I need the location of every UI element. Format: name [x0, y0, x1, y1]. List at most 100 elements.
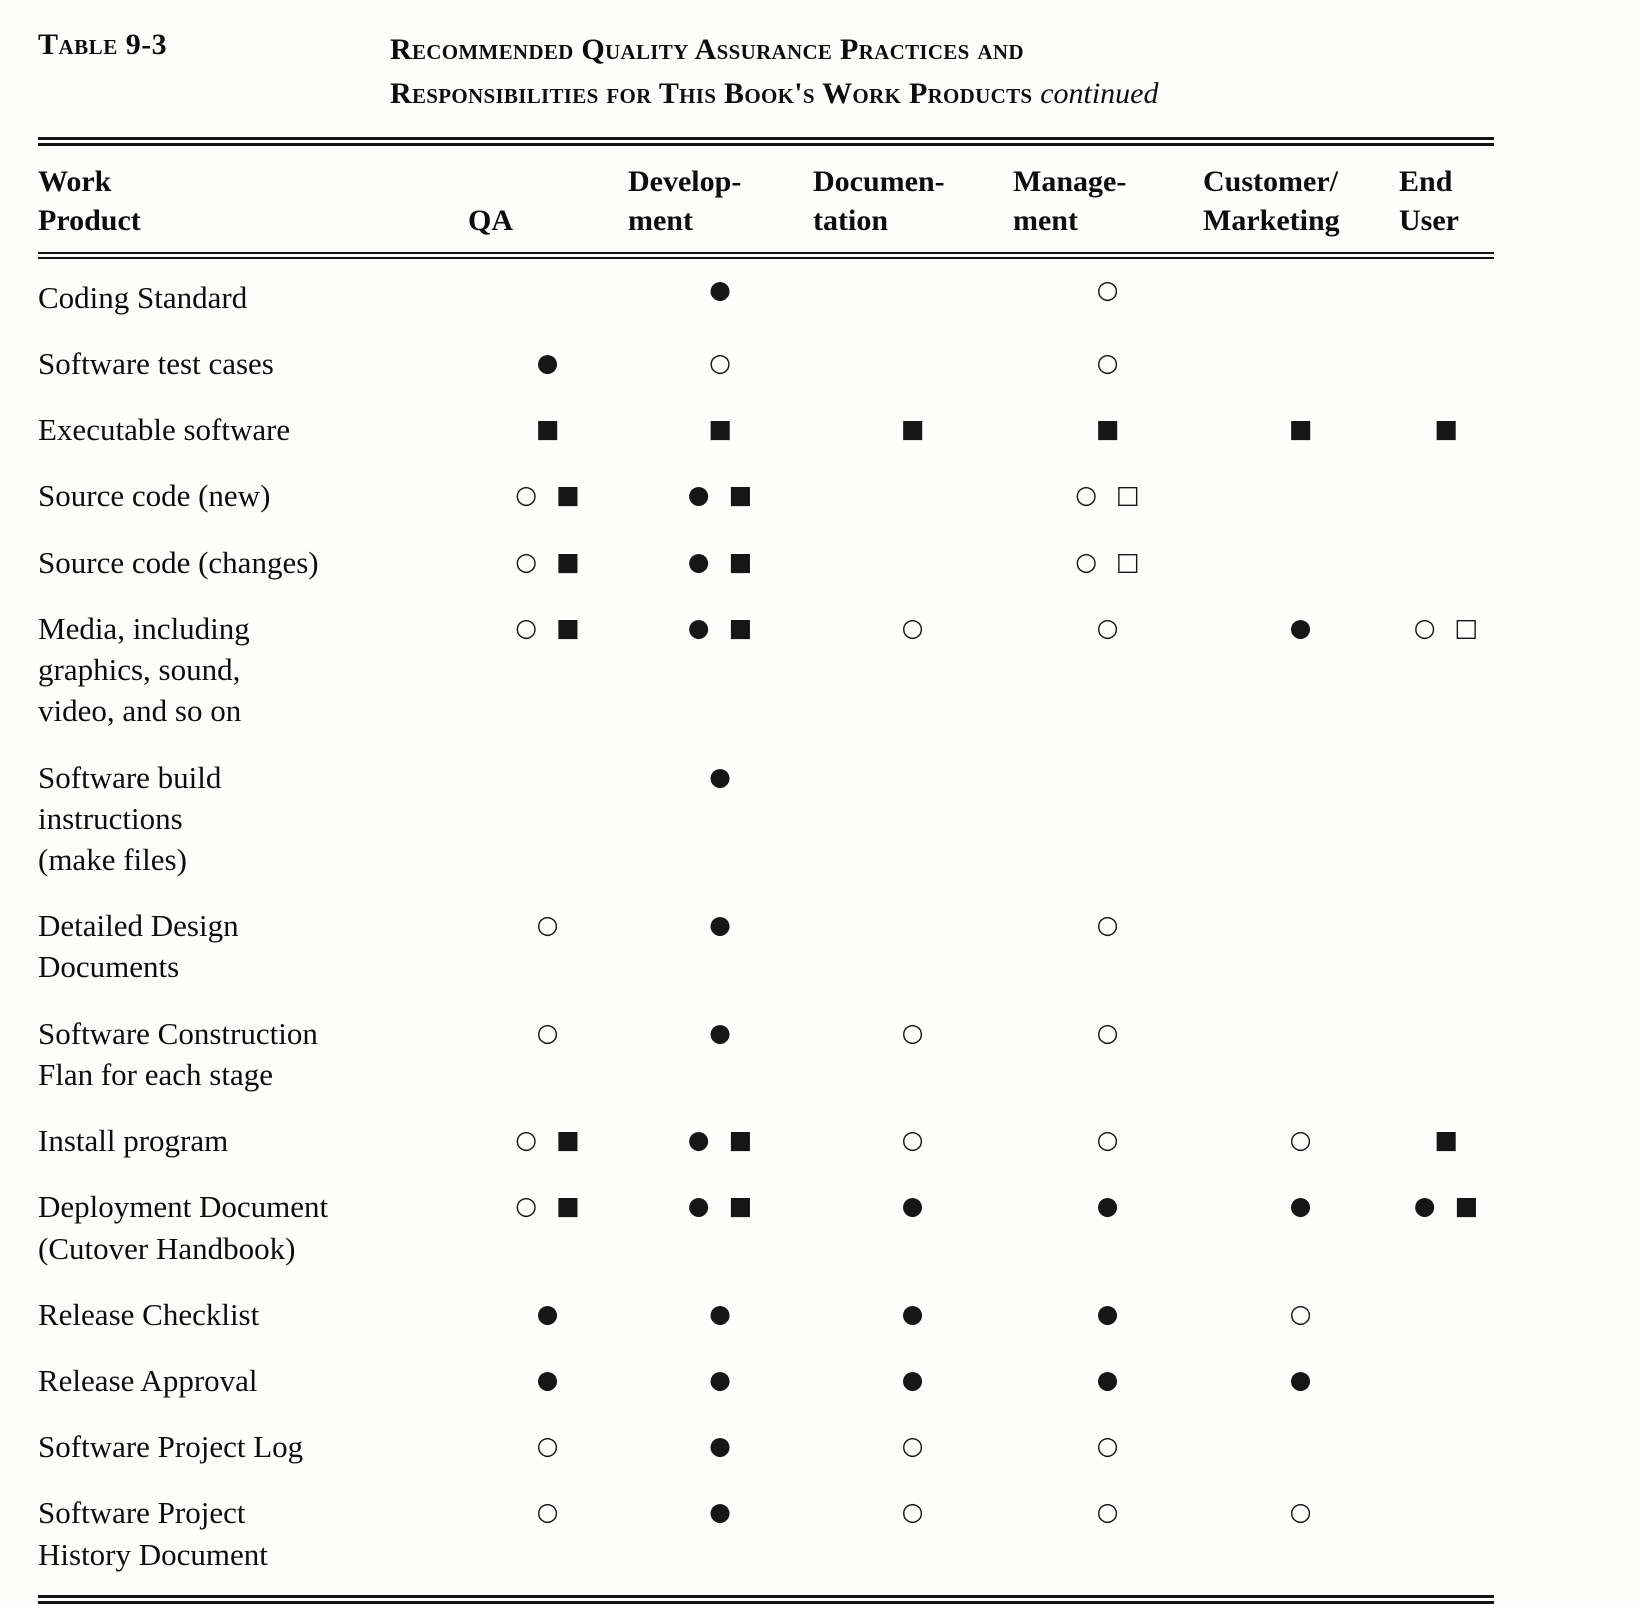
cell-management: ○	[1096, 348, 1120, 377]
cell-qa: ○	[536, 1431, 560, 1461]
cell-development: ● ■	[687, 546, 754, 576]
cell-management: ○ □	[1075, 546, 1141, 576]
work-product-cell: Software Project History Document	[38, 1495, 268, 1572]
cell-development: ●	[709, 761, 732, 791]
cell-documentation	[813, 744, 1013, 893]
cell-qa: ○	[536, 910, 560, 940]
col-header-customer-marketing: Customer/ Marketing	[1203, 141, 1399, 259]
work-product-cell: Install program	[38, 1123, 229, 1159]
cell-end-user	[1399, 744, 1494, 893]
col-header-documentation: Documen- tation	[813, 141, 1013, 259]
cell-management: ●	[1096, 1298, 1120, 1328]
cell-documentation	[813, 330, 1013, 396]
cell-qa	[468, 255, 628, 330]
cell-end-user	[1399, 529, 1494, 595]
cell-customer-marketing: ○	[1289, 1497, 1313, 1527]
table-title: Recommended Quality Assurance Practices …	[390, 28, 1159, 117]
cell-end-user	[1399, 1281, 1494, 1347]
cell-end-user: ■	[1434, 1125, 1459, 1155]
cell-qa: ○	[536, 1497, 560, 1527]
table-row: Deployment Document (Cutover Handbook) ○…	[38, 1173, 1494, 1280]
cell-customer-marketing: ●	[1289, 1191, 1313, 1221]
qa-responsibilities-table: Work Product QA Develop- ment Documen- t…	[38, 136, 1494, 1604]
cell-qa: ●	[536, 1298, 560, 1328]
cell-documentation: ●	[901, 1364, 925, 1394]
cell-end-user: ● ■	[1413, 1191, 1480, 1221]
cell-customer-marketing: ●	[1289, 1364, 1313, 1394]
work-product-cell: Executable software	[38, 412, 291, 448]
table-row: Source code (new) ○ ■ ● ■ ○ □	[38, 462, 1494, 528]
cell-management: ○	[1096, 274, 1120, 304]
cell-qa: ○ ■	[515, 1125, 581, 1155]
cell-qa: ●	[536, 348, 560, 377]
cell-development: ■	[708, 414, 733, 444]
table-row: Software Project History Document ○ ● ○ …	[38, 1479, 1494, 1599]
cell-management: ○	[1096, 1497, 1120, 1527]
work-product-cell: Source code (new)	[38, 478, 271, 514]
cell-qa: ○ ■	[515, 1191, 581, 1221]
cell-customer-marketing: ●	[1289, 612, 1313, 642]
cell-development: ●	[709, 1497, 732, 1527]
cell-development: ● ■	[687, 480, 754, 510]
table-row: Install program ○ ■ ● ■ ○ ○ ○ ■	[38, 1107, 1494, 1173]
table-row: Software Construction Flan for each stag…	[38, 1000, 1494, 1107]
cell-qa: ■	[535, 414, 561, 444]
cell-customer-marketing	[1203, 744, 1399, 893]
col-header-management: Manage- ment	[1013, 141, 1203, 259]
cell-development: ○	[709, 348, 732, 377]
cell-documentation: ○	[901, 1497, 925, 1527]
cell-customer-marketing	[1203, 1000, 1399, 1107]
cell-end-user	[1399, 892, 1494, 999]
cell-customer-marketing	[1203, 462, 1399, 528]
cell-development: ● ■	[687, 612, 754, 642]
cell-qa: ○	[536, 1017, 560, 1047]
table-title-line2: Responsibilities for This Book's Work Pr…	[390, 77, 1033, 111]
work-product-cell: Software Project Log	[38, 1429, 304, 1465]
cell-customer-marketing	[1203, 330, 1399, 396]
cell-customer-marketing: ■	[1288, 414, 1314, 444]
table-row: Source code (changes) ○ ■ ● ■ ○ □	[38, 529, 1494, 595]
cell-documentation	[813, 255, 1013, 330]
table-row: Software test cases ● ○ ○	[38, 330, 1494, 396]
cell-documentation: ●	[901, 1298, 925, 1328]
table-row: Release Approval ● ● ● ● ●	[38, 1347, 1494, 1413]
cell-end-user	[1399, 1000, 1494, 1107]
cell-end-user	[1399, 255, 1494, 330]
table-number-label: Table 9-3	[38, 28, 168, 61]
cell-end-user: ■	[1434, 414, 1459, 444]
cell-qa: ●	[536, 1364, 560, 1394]
cell-development: ● ■	[687, 1125, 754, 1155]
col-header-work-product: Work Product	[38, 141, 468, 259]
table-row: Executable software ■ ■ ■ ■ ■ ■	[38, 396, 1494, 462]
work-product-cell: Deployment Document (Cutover Handbook)	[38, 1189, 329, 1266]
cell-documentation	[813, 529, 1013, 595]
work-product-cell: Software test cases	[38, 346, 274, 381]
table-body: Coding Standard ● ○ Software test cases …	[38, 255, 1494, 1599]
cell-customer-marketing	[1203, 255, 1399, 330]
cell-end-user	[1399, 330, 1494, 396]
table-caption: Table 9-3 Recommended Quality Assurance …	[38, 28, 1582, 117]
cell-management: ●	[1096, 1191, 1120, 1221]
cell-qa	[468, 744, 628, 893]
cell-management: ○	[1096, 1125, 1120, 1155]
work-product-cell: Release Checklist	[38, 1296, 260, 1332]
work-product-cell: Media, including graphics, sound, video,…	[38, 610, 250, 729]
cell-qa: ○ ■	[515, 480, 581, 510]
cell-development: ●	[709, 1364, 732, 1394]
cell-documentation: ■	[900, 414, 926, 444]
table-row: Release Checklist ● ● ● ● ○	[38, 1281, 1494, 1347]
cell-customer-marketing	[1203, 1413, 1399, 1479]
cell-management: ○	[1096, 1431, 1120, 1461]
work-product-cell: Release Approval	[38, 1362, 258, 1398]
cell-development: ●	[709, 910, 732, 940]
cell-documentation: ●	[901, 1191, 925, 1221]
cell-customer-marketing: ○	[1289, 1125, 1313, 1155]
cell-development: ●	[709, 1298, 732, 1328]
col-header-end-user: End User	[1399, 141, 1494, 259]
cell-management: ○	[1096, 1017, 1120, 1047]
cell-documentation: ○	[901, 1125, 925, 1155]
table-row: Coding Standard ● ○	[38, 255, 1494, 330]
cell-management: ●	[1096, 1364, 1120, 1394]
table-row: Media, including graphics, sound, video,…	[38, 595, 1494, 744]
work-product-cell: Source code (changes)	[38, 544, 319, 580]
